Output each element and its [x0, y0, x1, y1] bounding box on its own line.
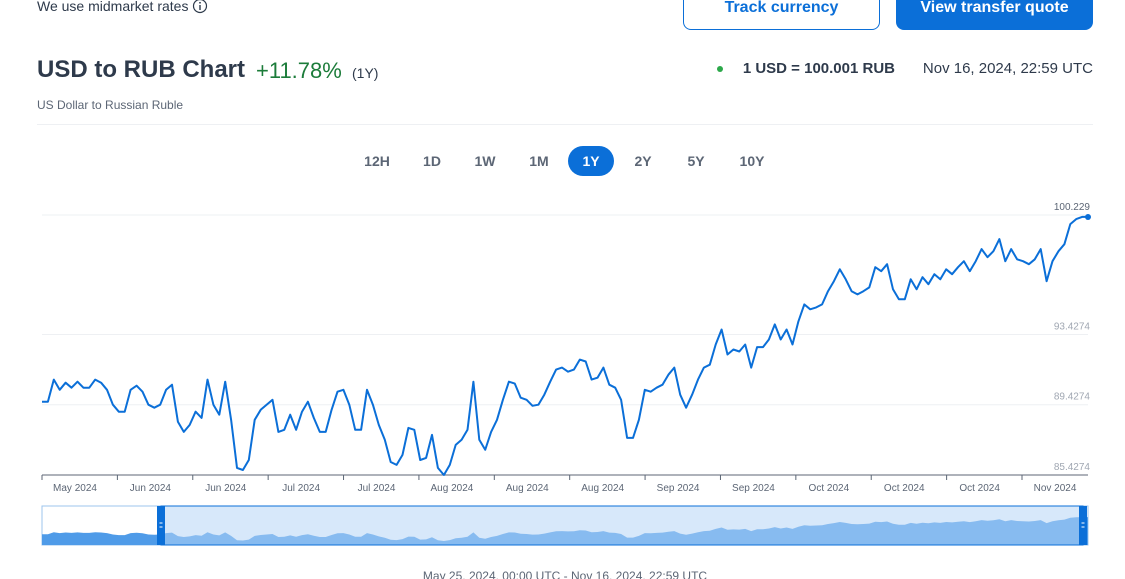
x-tick-label: Oct 2024 [884, 483, 925, 494]
timestamp: Nov 16, 2024, 22:59 UTC [922, 60, 1093, 77]
x-tick-label: Oct 2024 [809, 483, 850, 494]
y-tick-label: 89.4274 [1054, 392, 1091, 403]
period-button[interactable]: 2Y [634, 153, 652, 169]
rates-note-text: We use midmarket rates [37, 0, 189, 14]
period-button[interactable]: 5Y [687, 153, 705, 169]
x-tick-label: Jun 2024 [205, 483, 247, 494]
period-button[interactable]: 1M [529, 153, 548, 169]
rates-note: We use midmarket rates [37, 0, 208, 14]
period-button[interactable]: 12H [364, 153, 390, 169]
range-label: May 25, 2024, 00:00 UTC - Nov 16, 2024, … [423, 569, 707, 579]
x-tick-label: Jul 2024 [358, 483, 396, 494]
x-tick-label: May 2024 [53, 483, 97, 494]
view-quote-button[interactable]: View transfer quote [896, 0, 1093, 30]
period-button[interactable]: 1D [423, 153, 441, 169]
period-active-pill [568, 146, 614, 176]
y-tick-label: 93.4274 [1054, 321, 1091, 332]
period-button[interactable]: 1W [475, 153, 497, 169]
x-tick-label: Jun 2024 [130, 483, 172, 494]
separator [37, 124, 1093, 125]
live-dot [717, 66, 723, 72]
y-tick-label: 100.229 [1054, 202, 1091, 213]
period-button[interactable]: 10Y [740, 153, 766, 169]
change-percent: +11.78% [256, 58, 342, 83]
period-button[interactable]: 1Y [582, 153, 600, 169]
last-point [1085, 213, 1091, 220]
info-icon[interactable] [192, 0, 208, 14]
change-period: (1Y) [352, 65, 379, 81]
x-tick-label: Aug 2024 [506, 483, 549, 494]
subtitle: US Dollar to Russian Ruble [37, 98, 184, 112]
y-tick-label: 85.4274 [1054, 462, 1091, 473]
x-tick-label: Nov 2024 [1034, 483, 1077, 494]
x-tick-label: Sep 2024 [657, 483, 700, 494]
rate: 1 USD = 100.001 RUB [742, 60, 895, 77]
navigator-handle[interactable] [157, 506, 165, 545]
rate-line [42, 215, 1088, 476]
x-tick-label: Sep 2024 [732, 483, 775, 494]
navigator-handle[interactable] [1079, 506, 1087, 545]
x-tick-label: Aug 2024 [431, 483, 474, 494]
navigator-selection [160, 505, 1084, 546]
x-tick-label: Oct 2024 [959, 483, 1000, 494]
x-tick-label: Aug 2024 [581, 483, 624, 494]
chart-title: USD to RUB Chart [37, 56, 245, 83]
track-currency-button[interactable]: Track currency [683, 0, 880, 30]
x-tick-label: Jul 2024 [282, 483, 320, 494]
